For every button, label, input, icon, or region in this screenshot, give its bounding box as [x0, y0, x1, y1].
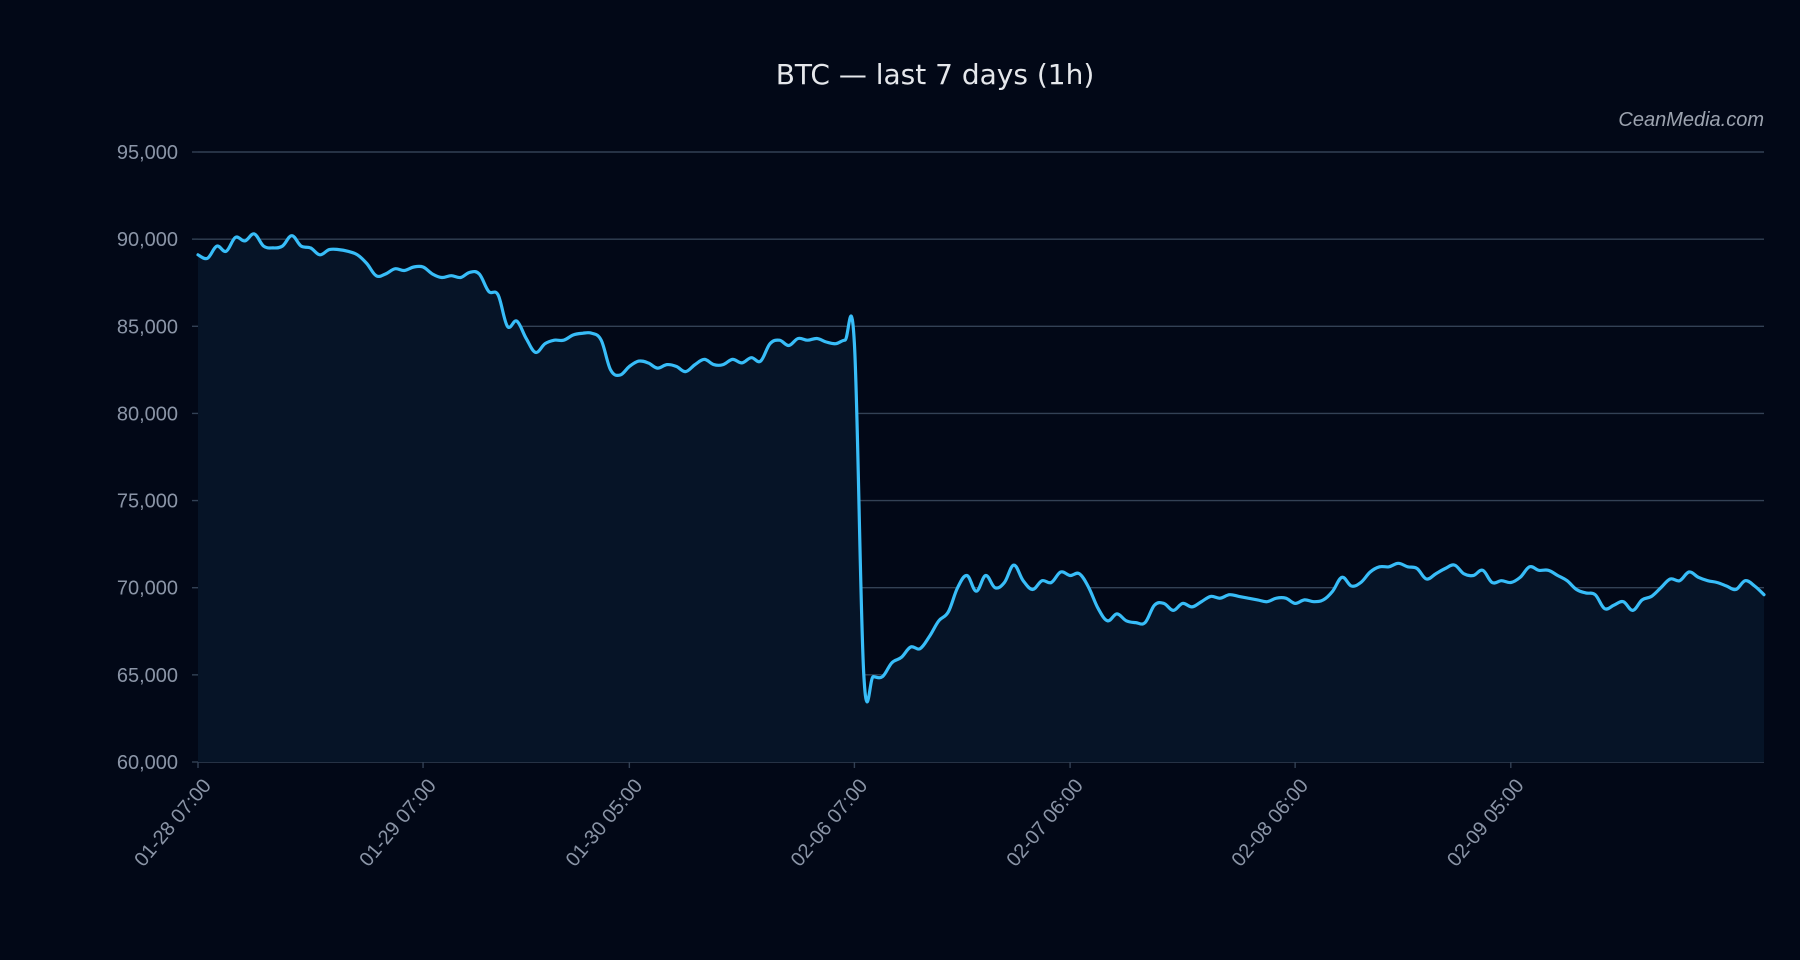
- chart-title: BTC — last 7 days (1h): [776, 58, 1095, 91]
- price-area-fill: [198, 233, 1764, 762]
- y-tick-label: 60,000: [117, 752, 178, 774]
- y-tick-label: 65,000: [117, 665, 178, 687]
- price-series: [196, 232, 1766, 704]
- price-area: [198, 233, 1764, 762]
- y-axis: 60,000 65,000 70,000 75,000 80,000 85,000 90,0…: [117, 142, 198, 774]
- y-tick-label: 85,000: [117, 316, 178, 338]
- watermark: CeanMedia.com: [1618, 109, 1764, 131]
- y-tick-label: 90,000: [117, 229, 178, 251]
- y-tick-label: 70,000: [117, 578, 178, 600]
- y-tick-label: 95,000: [117, 142, 178, 164]
- y-tick-label: 75,000: [117, 491, 178, 513]
- y-tick-label: 80,000: [117, 403, 178, 425]
- price-line: [196, 232, 1766, 704]
